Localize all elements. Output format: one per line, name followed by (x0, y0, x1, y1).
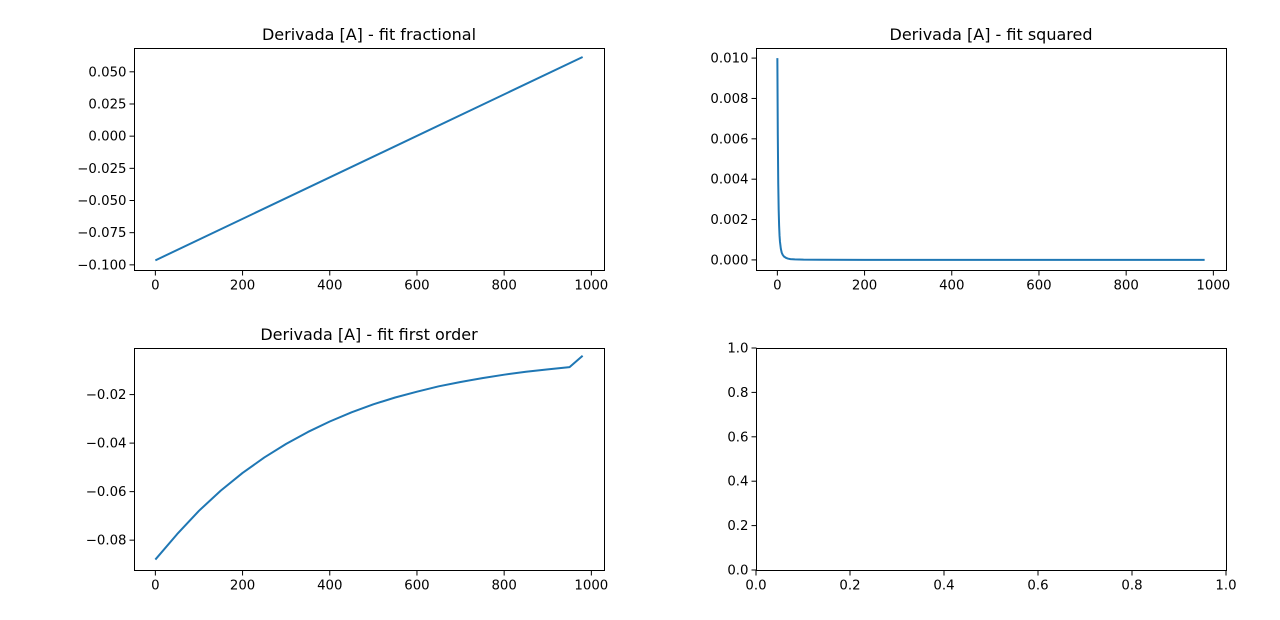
chart-first-order: 0 200 400 600 800 1000 −0.08 −0.06 −0.04 −0.02 Der… (86, 325, 609, 594)
chart-fractional: 0 200 400 600 800 1000 −0.100 −0.075 −0.050 −0.02… (77, 25, 608, 294)
y-tick-label: 0.4 (727, 475, 748, 490)
x-tick-label: 1000 (574, 279, 608, 294)
chart-empty: 0.0 0.2 0.4 0.6 0.8 1.0 0.0 0.2 0.4 0.6 0.8 1.0 (727, 342, 1236, 594)
y-tick-label: 0.2 (727, 519, 748, 534)
axes-frame (134, 348, 605, 571)
chart-title: Derivada [A] - fit squared (890, 25, 1093, 44)
x-tick-label: 600 (1026, 279, 1051, 294)
y-tick-label: 0.008 (710, 92, 748, 107)
series-line (154, 56, 584, 262)
y-tick-label: 0.6 (727, 430, 748, 445)
y-tick-label: −0.100 (77, 258, 126, 273)
x-tick-label: 800 (491, 579, 516, 594)
x-tick-label: 0.2 (839, 579, 860, 594)
x-tick-label: 800 (1113, 279, 1138, 294)
x-tick-label: 800 (491, 279, 516, 294)
y-tick-label: 0.025 (88, 97, 126, 112)
x-tick-label: 0 (151, 579, 159, 594)
y-tick-label: 0.8 (727, 386, 748, 401)
x-tick-label: 400 (939, 279, 964, 294)
y-tick-label: −0.050 (77, 194, 126, 209)
chart-title: Derivada [A] - fit fractional (262, 25, 476, 44)
x-tick-label: 400 (317, 279, 342, 294)
x-tick-label: 0 (773, 279, 781, 294)
y-tick-label: 0.006 (710, 132, 748, 147)
y-tick-label: −0.06 (86, 485, 127, 500)
y-tick-label: 0.010 (710, 52, 748, 67)
x-tick-label: 1000 (1196, 279, 1230, 294)
axes-frame (756, 348, 1227, 571)
y-tick-label: 1.0 (727, 342, 748, 357)
y-tick-label: −0.08 (86, 534, 127, 549)
x-tick-label: 200 (230, 579, 255, 594)
x-tick-label: 0.4 (933, 579, 954, 594)
y-tick-label: 0.004 (710, 173, 748, 188)
x-tick-label: 200 (852, 279, 877, 294)
x-tick-label: 200 (230, 279, 255, 294)
y-tick-label: −0.025 (77, 162, 126, 177)
x-tick-label: 0.0 (745, 579, 766, 594)
y-tick-label: −0.04 (86, 437, 127, 452)
x-tick-label: 0.6 (1027, 579, 1048, 594)
y-tick-label: −0.02 (86, 388, 127, 403)
x-tick-label: 400 (317, 579, 342, 594)
chart-title: Derivada [A] - fit first order (260, 325, 478, 344)
y-tick-label: 0.0 (727, 564, 748, 579)
chart-squared: 0 200 400 600 800 1000 0.000 0.002 0.004 0.006 0.0… (710, 25, 1230, 294)
x-tick-label: 0.8 (1121, 579, 1142, 594)
y-tick-label: 0.000 (710, 253, 748, 268)
y-tick-label: −0.075 (77, 226, 126, 241)
x-tick-label: 0 (151, 279, 159, 294)
series-line (154, 355, 584, 561)
axes-frame (756, 48, 1227, 271)
y-tick-label: 0.050 (88, 65, 126, 80)
series-line (776, 58, 1205, 261)
x-tick-label: 600 (404, 279, 429, 294)
x-tick-label: 600 (404, 579, 429, 594)
axes-frame (134, 48, 605, 271)
x-tick-label: 1000 (574, 579, 608, 594)
y-tick-label: 0.002 (710, 213, 748, 228)
x-tick-label: 1.0 (1215, 579, 1236, 594)
y-tick-label: 0.000 (88, 130, 126, 145)
